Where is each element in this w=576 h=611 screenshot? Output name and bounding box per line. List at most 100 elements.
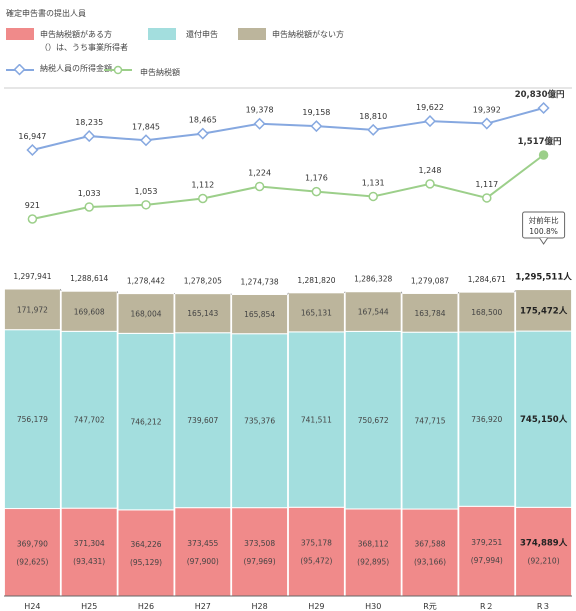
total-connector-7: [457, 291, 460, 294]
tax_line-point-5: [311, 186, 322, 197]
label-business-4: (97,969): [244, 557, 276, 566]
label-business-6: (92,895): [357, 557, 389, 566]
tax_line-point-7: [425, 179, 435, 189]
total-label-2: 1,278,442: [127, 277, 165, 286]
label-no_tax-8: 168,500: [471, 308, 502, 317]
label-refund-4: 735,376: [244, 417, 275, 426]
label-refund-7: 747,715: [414, 417, 445, 426]
legend-title: 確定申告書の提出人員: [6, 9, 86, 18]
bar-no_tax-1: [60, 290, 118, 332]
label-refund-0: 756,179: [17, 415, 48, 424]
tax_line-point-3: [198, 193, 208, 204]
callout-line1: 対前年比: [529, 215, 559, 225]
total-connector-6: [400, 291, 403, 294]
x-tick-7: R元: [423, 602, 437, 611]
label-with_tax-7: 367,588: [414, 540, 445, 549]
bar-no_tax-0: [3, 288, 61, 331]
bar-with_tax-4: [231, 507, 289, 597]
label-no_tax-4: 165,854: [244, 310, 275, 319]
tax_line-label-2: 1,053: [135, 187, 158, 196]
income_line-label-1: 18,235: [75, 118, 103, 127]
income_line-point-0: [26, 143, 39, 157]
tax_line-point-4: [254, 181, 265, 192]
bar-no_tax-8: [458, 291, 516, 333]
label-business-5: (95,472): [300, 557, 332, 566]
label-with_tax-6: 368,112: [358, 539, 389, 548]
label-business-2: (95,129): [130, 558, 162, 567]
legend-note-business: （）は、うち事業所得者: [40, 43, 128, 52]
label-no_tax-6: 167,544: [358, 308, 389, 317]
legend-label-with-tax: 申告納税額がある方: [40, 30, 112, 39]
tax_line-label-8: 1,117: [475, 180, 498, 189]
total-connector-3: [230, 293, 232, 295]
bar-with_tax-6: [344, 508, 402, 597]
x-tick-3: H27: [195, 602, 211, 611]
label-with_tax-9: 374,889人: [520, 538, 568, 549]
callout-pointer: [539, 237, 549, 245]
x-tick-0: H24: [24, 602, 40, 611]
legend-label-refund: 還付申告: [186, 30, 218, 39]
legend-label-income: 納税人員の所得金額: [40, 64, 112, 73]
x-tick-4: H28: [251, 602, 267, 611]
income_line-point-7: [423, 115, 437, 128]
x-tick-2: H26: [138, 602, 154, 611]
legend-label-no-tax: 申告納税額がない方: [272, 30, 344, 39]
income_line-point-1: [83, 130, 96, 143]
tax_line-point-1: [84, 202, 94, 212]
legend-label-tax: 申告納税額: [140, 68, 180, 77]
bar-with_tax-2: [117, 509, 175, 597]
label-with_tax-2: 364,226: [130, 540, 161, 549]
total-label-7: 1,279,087: [411, 276, 449, 285]
label-refund-9: 745,150人: [520, 414, 568, 425]
tax_line-point-0: [27, 214, 38, 224]
income_line-label-8: 19,392: [473, 106, 501, 115]
bar-refund-3: [174, 332, 232, 509]
total-label-9: 1,295,511人: [515, 272, 572, 283]
bar-no_tax-7: [401, 292, 459, 333]
label-refund-2: 746,212: [130, 418, 161, 427]
bar-refund-5: [287, 331, 345, 508]
tax_line-label-4: 1,224: [248, 168, 271, 177]
tax_line-point-9: [538, 150, 549, 160]
label-no_tax-5: 165,131: [301, 308, 332, 317]
label-business-8: (97,994): [471, 556, 503, 565]
x-tick-6: H30: [365, 602, 381, 611]
label-with_tax-3: 373,455: [187, 539, 218, 548]
label-no_tax-7: 163,784: [414, 309, 445, 318]
total-connector-5: [344, 291, 346, 294]
tax_line-label-0: 921: [25, 201, 40, 210]
bar-refund-2: [117, 332, 175, 511]
legend-swatch-with-tax: [6, 28, 34, 40]
x-tick-8: R２: [480, 602, 494, 611]
income_line-point-2: [139, 134, 153, 147]
tax_line-label-3: 1,112: [191, 180, 214, 189]
bar-refund-7: [401, 331, 459, 510]
income_line-point-5: [310, 120, 323, 133]
income_line-label-7: 19,622: [416, 103, 444, 112]
total-connector-4: [287, 292, 289, 295]
label-with_tax-1: 371,304: [74, 539, 105, 548]
total-label-8: 1,284,671: [468, 275, 506, 284]
total-connector-0: [60, 288, 62, 292]
bar-no_tax-6: [344, 291, 402, 332]
tax_line-label-9: 1,517億円: [518, 136, 562, 147]
tax_line-label-1: 1,033: [78, 189, 101, 198]
income_line-label-3: 18,465: [189, 116, 217, 125]
bar-refund-9: [515, 330, 573, 508]
label-with_tax-0: 369,790: [17, 539, 48, 548]
legend-swatch-no-tax: [238, 28, 266, 40]
bar-no_tax-2: [117, 293, 175, 334]
label-refund-5: 741,511: [301, 416, 332, 425]
income_line-label-2: 17,845: [132, 122, 160, 131]
bar-with_tax-9: [515, 506, 573, 597]
label-with_tax-5: 375,178: [301, 539, 332, 548]
income_line-label-0: 16,947: [18, 132, 46, 141]
bar-refund-6: [344, 330, 402, 510]
x-tick-1: H25: [81, 602, 97, 611]
label-refund-3: 739,607: [187, 416, 218, 425]
income_line-point-8: [480, 117, 493, 130]
label-business-1: (93,431): [73, 557, 105, 566]
bar-refund-4: [231, 333, 289, 509]
